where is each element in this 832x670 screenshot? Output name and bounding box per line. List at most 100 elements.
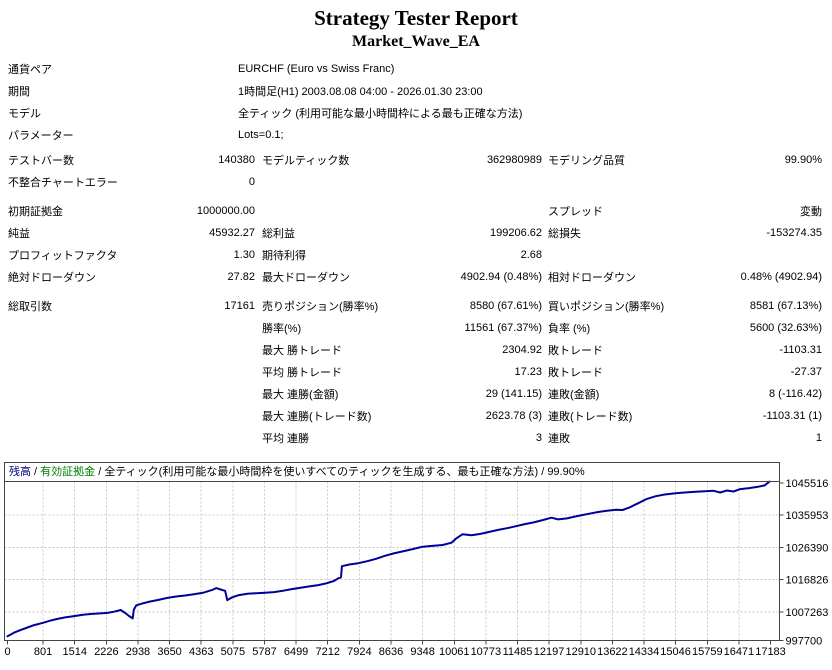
stat-value: -1103.31 — [779, 344, 822, 356]
svg-text:12910: 12910 — [565, 646, 596, 658]
svg-text:7212: 7212 — [316, 646, 340, 658]
stat-label: 連敗(トレード数) — [548, 411, 633, 423]
svg-text:10773: 10773 — [471, 646, 502, 658]
svg-text:5787: 5787 — [252, 646, 276, 658]
stat-label: 期待利得 — [262, 250, 306, 262]
stat-value: 17.23 — [514, 366, 542, 378]
stat-label: 純益 — [8, 228, 30, 240]
svg-text:2938: 2938 — [126, 646, 150, 658]
info-value: EURCHF (Euro vs Swiss Franc) — [238, 63, 395, 75]
stat-label: 敗トレード — [548, 367, 603, 379]
stat-label: モデルティック数 — [262, 155, 350, 167]
svg-text:10061: 10061 — [439, 646, 470, 658]
stat-label: 不整合チャートエラー — [8, 177, 118, 189]
stat-label: 買いポジション(勝率%) — [548, 301, 665, 313]
info-table: 通貨ペア EURCHF (Euro vs Swiss Franc) 期間 1時間足(H… — [0, 58, 832, 146]
chart-border — [4, 462, 784, 645]
stat-label: 負率 (%) — [548, 323, 591, 335]
page-title: Strategy Tester Report — [314, 6, 518, 30]
stat-value: 29 (141.15) — [485, 388, 542, 400]
stat-value: 362980989 — [486, 154, 542, 166]
info-row: パラメーター Lots=0.1; — [0, 124, 832, 146]
info-label: 期間 — [8, 86, 30, 98]
stat-value: 99.90% — [784, 154, 822, 166]
stat-value: 11561 (67.37%) — [464, 322, 542, 334]
svg-text:14334: 14334 — [629, 646, 660, 658]
stat-value: 0 — [248, 176, 255, 188]
svg-text:1007263: 1007263 — [786, 607, 829, 619]
stat-value: 1.30 — [233, 249, 255, 261]
legend-3: 99.90% — [547, 466, 585, 478]
strategy-name: Market_Wave_EA — [352, 33, 480, 50]
balance-curve — [6, 480, 771, 638]
stat-label: 最大 勝トレード — [262, 345, 343, 357]
svg-text:997700: 997700 — [786, 636, 823, 648]
svg-text:8636: 8636 — [379, 646, 403, 658]
legend-2: 全ティック(利用可能な最小時間枠を使いすべてのティックを生成する、最も正確な方法… — [104, 464, 538, 478]
stat-value: 27.82 — [227, 271, 255, 283]
svg-text:2226: 2226 — [94, 646, 118, 658]
stat-label: 総利益 — [262, 228, 295, 240]
stat-value: 2623.78 (3) — [485, 410, 542, 422]
svg-text:3650: 3650 — [157, 646, 181, 658]
svg-text:0: 0 — [4, 646, 10, 658]
stat-label: テストバー数 — [8, 155, 74, 167]
report: Strategy Tester Report Market_Wave_EA 通貨… — [0, 6, 832, 667]
equity-chart-svg: 0 801 1514 2226 2938 3650 4363 5075 5787 6499 7212… — [4, 462, 829, 658]
stat-label: モデリング品質 — [548, 155, 625, 167]
stat-label: 連敗 — [548, 433, 570, 445]
stat-value: -1103.31 (1) — [762, 410, 822, 422]
stat-value: 8 (-116.42) — [769, 388, 822, 400]
stat-row: 勝率(%) 11561 (67.37%) 負率 (%) 5600 (32.63%) — [0, 317, 832, 339]
svg-text:7924: 7924 — [347, 646, 371, 658]
svg-text:9348: 9348 — [410, 646, 434, 658]
svg-text:1016826: 1016826 — [786, 575, 829, 587]
stat-row: 最大 連勝(金額) 29 (141.15) 連敗(金額) 8 (-116.42) — [0, 383, 832, 405]
stat-row: 総取引数 17161 売りポジション(勝率%) 8580 (67.61%) 買いポジショ… — [0, 295, 832, 317]
info-value: 1時間足(H1) 2003.08.08 04:00 - 2026.01.30 2… — [238, 86, 483, 98]
stat-label: 売りポジション(勝率%) — [262, 301, 379, 313]
x-axis-labels: 0 801 1514 2226 2938 3650 4363 5075 5787 6499 7212… — [4, 646, 785, 658]
stat-row: 初期証拠金 1000000.00 スプレッド 変動 — [0, 200, 832, 222]
info-row: モデル 全ティック (利用可能な最小時間枠による最も正確な方法) — [0, 102, 832, 124]
stat-value: 0.48% (4902.94) — [740, 271, 822, 283]
stat-label: 総取引数 — [8, 301, 52, 313]
stat-value: 4902.94 (0.48%) — [460, 271, 542, 283]
stat-label: 最大 連勝(トレード数) — [262, 411, 372, 423]
svg-text:6499: 6499 — [284, 646, 308, 658]
info-label: モデル — [8, 108, 41, 120]
svg-text:15759: 15759 — [692, 646, 723, 658]
svg-text:1514: 1514 — [62, 646, 86, 658]
stat-value: 45932.27 — [209, 227, 255, 239]
svg-text:12197: 12197 — [534, 646, 565, 658]
svg-text:15046: 15046 — [660, 646, 691, 658]
legend-0: 残高 — [9, 464, 31, 478]
svg-text:17183: 17183 — [755, 646, 786, 658]
stat-value: 1 — [815, 432, 822, 444]
stat-label: 相対ドローダウン — [548, 272, 636, 284]
stat-value: 199206.62 — [490, 227, 542, 239]
info-row: 期間 1時間足(H1) 2003.08.08 04:00 - 2026.01.30… — [0, 80, 832, 102]
stat-label: 平均 連勝 — [262, 433, 310, 445]
stat-value: -153274.35 — [766, 227, 822, 239]
stat-label: 敗トレード — [548, 345, 603, 357]
svg-text:5075: 5075 — [221, 646, 245, 658]
stat-value: 3 — [535, 432, 542, 444]
stat-row: テストバー数 140380 モデルティック数 362980989 モデリング品質 99.9… — [0, 149, 832, 171]
svg-text:1026390: 1026390 — [786, 542, 829, 554]
svg-text:1035953: 1035953 — [786, 510, 829, 522]
stat-label: 勝率(%) — [262, 323, 302, 335]
info-row: 通貨ペア EURCHF (Euro vs Swiss Franc) — [0, 58, 832, 80]
stats-table: テストバー数 140380 モデルティック数 362980989 モデリング品質 99.9… — [0, 149, 832, 449]
stat-row: 平均 連勝 3 連敗 1 — [0, 427, 832, 449]
stat-row: 不整合チャートエラー 0 — [0, 171, 832, 193]
chart-header: 残高 / 有効証拠金 / 全ティック(利用可能な最小時間枠を使いすべてのティック… — [9, 464, 585, 478]
stat-value: 2.68 — [520, 249, 542, 261]
svg-text:13622: 13622 — [597, 646, 628, 658]
stat-value: 140380 — [218, 154, 255, 166]
stat-label: プロフィットファクタ — [8, 250, 118, 262]
stat-value: 2304.92 — [502, 344, 542, 356]
stat-row: 平均 勝トレード 17.23 敗トレード -27.37 — [0, 361, 832, 383]
info-label: 通貨ペア — [8, 64, 52, 76]
info-value: 全ティック (利用可能な最小時間枠による最も正確な方法) — [238, 108, 523, 120]
